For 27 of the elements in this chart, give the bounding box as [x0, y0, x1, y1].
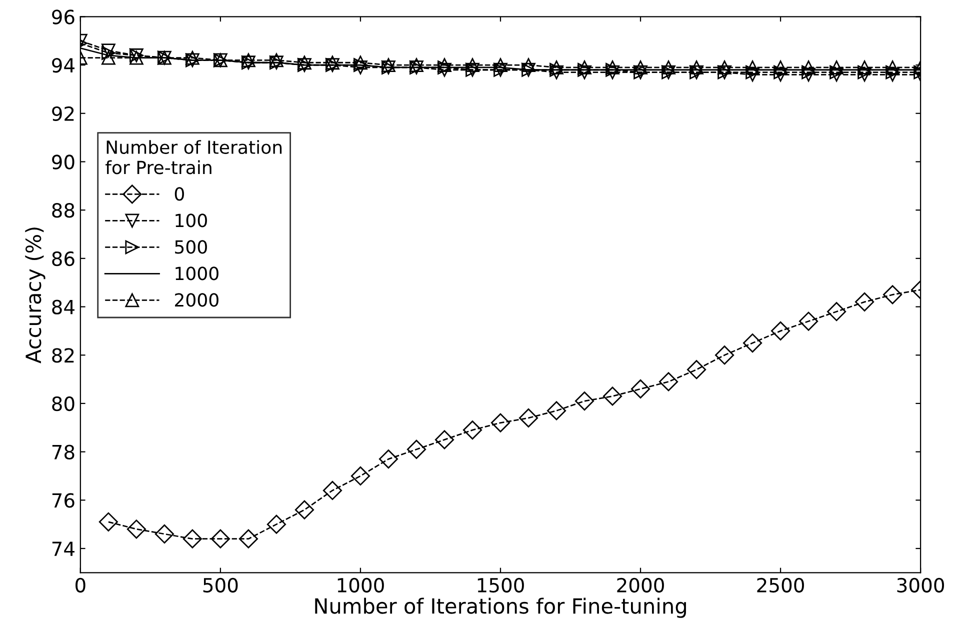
x-tick-label: 2500 — [757, 578, 804, 593]
y-tick-label: 88 — [52, 203, 74, 218]
x-tick-label: 3000 — [897, 578, 944, 593]
x-tick-label: 1000 — [338, 578, 384, 593]
x-tick-label: 500 — [203, 578, 238, 593]
legend-label: 500 — [175, 240, 207, 254]
y-tick-label: 74 — [52, 542, 74, 556]
y-tick-label: 80 — [52, 396, 74, 412]
y-tick-label: 84 — [52, 300, 74, 314]
y-tick-label: 94 — [52, 58, 74, 73]
y-tick-label: 96 — [52, 10, 74, 24]
x-tick-label: 0 — [76, 578, 86, 593]
y-tick-label: 76 — [52, 493, 74, 508]
legend-label: 2000 — [175, 293, 218, 307]
x-axis-title: Number of Iterations for Fine-tuning — [315, 598, 686, 618]
legend-label: 1000 — [176, 266, 218, 280]
x-tick-label: 2000 — [617, 578, 664, 593]
y-tick-label: 82 — [52, 348, 74, 363]
legend-title: Number of Iteration for Pre-train — [105, 140, 282, 174]
x-tick-label: 1500 — [478, 578, 524, 593]
y-tick-label: 90 — [52, 154, 74, 170]
legend-label: 100 — [176, 214, 207, 228]
y-axis-title: Accuracy (%) — [25, 228, 46, 364]
y-tick-label: 92 — [52, 106, 74, 122]
legend-label: 0 — [174, 187, 184, 201]
y-tick-label: 78 — [52, 444, 74, 460]
y-tick-label: 86 — [52, 251, 74, 266]
